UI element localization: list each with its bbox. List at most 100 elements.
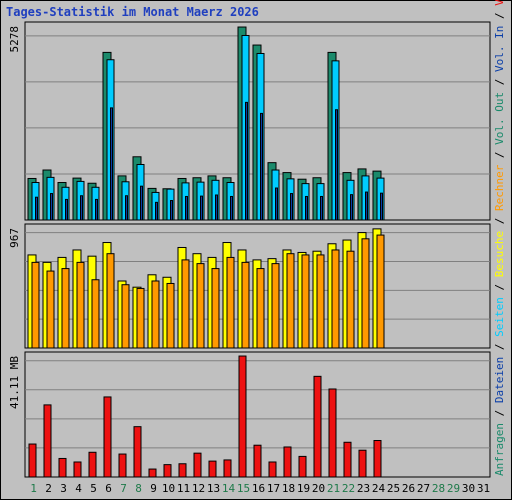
legend-separator: / xyxy=(493,211,506,231)
day-label-3: 3 xyxy=(60,482,67,495)
day-label-18: 18 xyxy=(282,482,295,495)
day-label-25: 25 xyxy=(387,482,400,495)
bar-volumen-day-14 xyxy=(223,459,232,478)
bar-rechner-day-16 xyxy=(256,268,265,349)
bar-rechner-day-1 xyxy=(31,261,40,349)
bar-dateien-day-8 xyxy=(140,185,143,221)
bar-rechner-day-22 xyxy=(346,250,355,349)
bar-dateien-day-3 xyxy=(65,198,68,221)
bar-dateien-day-4 xyxy=(80,195,83,221)
bar-rechner-day-18 xyxy=(286,253,295,349)
bar-volumen-day-23 xyxy=(358,449,367,478)
bar-rechner-day-13 xyxy=(211,268,220,349)
legend-dateien: Dateien xyxy=(493,357,506,403)
bar-volumen-day-11 xyxy=(178,463,187,478)
bar-dateien-day-24 xyxy=(380,192,383,221)
bar-volumen-day-12 xyxy=(193,452,202,478)
bar-volumen-day-19 xyxy=(298,455,307,478)
bar-volumen-day-4 xyxy=(73,461,82,478)
day-label-8: 8 xyxy=(135,482,142,495)
bar-dateien-day-15 xyxy=(245,101,248,221)
day-label-22: 22 xyxy=(342,482,355,495)
bar-volumen-day-24 xyxy=(373,440,382,478)
bar-dateien-day-19 xyxy=(305,195,308,221)
bar-volumen-day-13 xyxy=(208,460,217,478)
day-label-15: 15 xyxy=(237,482,250,495)
day-label-21: 21 xyxy=(327,482,340,495)
bar-dateien-day-11 xyxy=(185,195,188,221)
bar-dateien-day-14 xyxy=(230,195,233,221)
bar-dateien-day-2 xyxy=(50,193,53,221)
bar-rechner-day-11 xyxy=(181,259,190,349)
legend-separator: / xyxy=(493,277,506,297)
day-label-27: 27 xyxy=(417,482,430,495)
bar-rechner-day-2 xyxy=(46,270,55,349)
day-label-31: 31 xyxy=(477,482,490,495)
bar-rechner-day-12 xyxy=(196,263,205,349)
bar-rechner-day-14 xyxy=(226,256,235,349)
legend-separator: / xyxy=(493,72,506,92)
bar-volumen-day-2 xyxy=(43,404,52,478)
bar-rechner-day-5 xyxy=(91,279,100,349)
day-label-5: 5 xyxy=(90,482,97,495)
bar-volumen-day-8 xyxy=(133,426,142,478)
bar-dateien-day-20 xyxy=(320,195,323,221)
legend-separator: / xyxy=(493,337,506,357)
day-label-20: 20 xyxy=(312,482,325,495)
bar-dateien-day-18 xyxy=(290,193,293,221)
day-label-7: 7 xyxy=(120,482,127,495)
requests-panel: 5278 xyxy=(8,21,491,221)
bar-dateien-day-22 xyxy=(350,194,353,221)
chart-title: Tages-Statistik im Monat Maerz 2026 xyxy=(6,5,259,19)
bar-rechner-day-6 xyxy=(106,253,115,349)
day-label-29: 29 xyxy=(447,482,460,495)
day-label-6: 6 xyxy=(105,482,112,495)
bar-rechner-day-23 xyxy=(361,238,370,349)
legend-separator: / xyxy=(493,145,506,165)
bar-rechner-day-17 xyxy=(271,263,280,349)
bar-dateien-day-12 xyxy=(200,195,203,221)
bar-dateien-day-7 xyxy=(125,195,128,221)
day-label-10: 10 xyxy=(162,482,175,495)
bar-rechner-day-15 xyxy=(241,261,250,349)
bar-volumen-day-20 xyxy=(313,375,322,478)
legend-separator: / xyxy=(493,6,506,26)
bar-dateien-day-9 xyxy=(155,201,158,221)
bar-volumen-day-15 xyxy=(238,355,247,478)
bar-rechner-day-4 xyxy=(76,261,85,349)
bar-dateien-day-17 xyxy=(275,187,278,221)
legend-rechner: Rechner xyxy=(493,164,506,211)
bar-rechner-day-3 xyxy=(61,268,70,349)
bar-dateien-day-16 xyxy=(260,112,263,221)
bar-volumen-day-10 xyxy=(163,464,172,478)
day-label-11: 11 xyxy=(177,482,190,495)
day-label-2: 2 xyxy=(45,482,52,495)
day-label-1: 1 xyxy=(30,482,37,495)
day-label-24: 24 xyxy=(372,482,386,495)
volume-panel: 41.11 MB xyxy=(8,351,491,478)
bar-volumen-day-5 xyxy=(88,451,97,478)
bar-volumen-day-7 xyxy=(118,453,127,478)
bar-rechner-day-21 xyxy=(331,249,340,349)
bar-dateien-day-1 xyxy=(35,196,38,221)
bar-volumen-day-16 xyxy=(253,444,262,478)
legend-separator: / xyxy=(493,403,506,423)
bar-volumen-day-21 xyxy=(328,388,337,478)
bar-dateien-day-6 xyxy=(110,107,113,221)
bar-volumen-day-3 xyxy=(58,457,67,478)
legend-seiten: Seiten xyxy=(493,297,506,337)
bar-dateien-day-21 xyxy=(335,109,338,221)
bar-volumen-day-18 xyxy=(283,446,292,478)
day-label-16: 16 xyxy=(252,482,265,495)
day-label-19: 19 xyxy=(297,482,310,495)
bar-volumen-day-6 xyxy=(103,396,112,478)
right-legend: Anfragen / Dateien / Seiten / Besuche / … xyxy=(493,0,506,476)
bar-volumen-day-1 xyxy=(28,443,37,478)
day-label-14: 14 xyxy=(222,482,236,495)
volume-panel-max-label: 41.11 MB xyxy=(8,356,21,409)
visits-panel-max-label: 967 xyxy=(8,228,21,248)
bar-volumen-day-9 xyxy=(148,468,157,478)
bar-rechner-day-8 xyxy=(136,287,145,349)
day-label-12: 12 xyxy=(192,482,205,495)
